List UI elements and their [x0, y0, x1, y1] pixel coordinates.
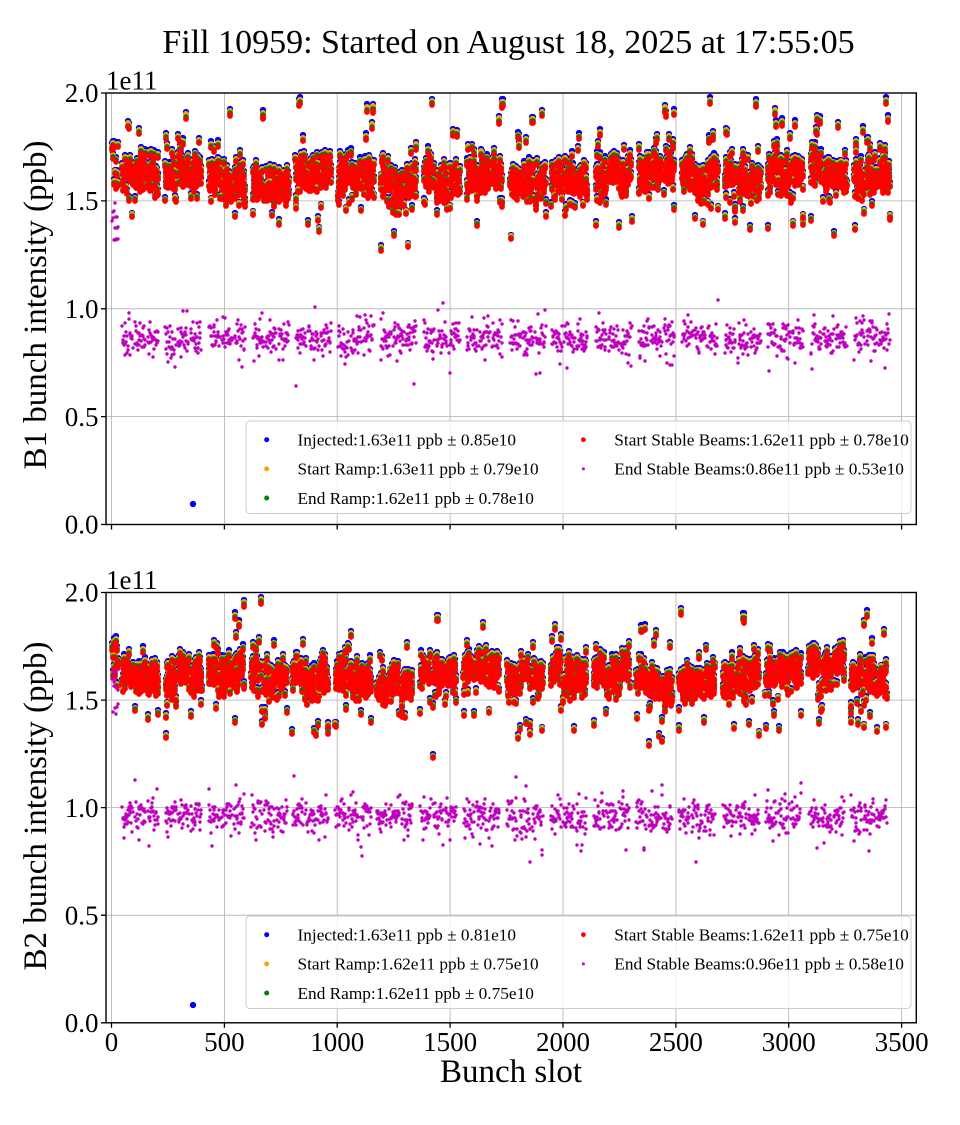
svg-text:End Stable Beams:0.86e11 ppb ±: End Stable Beams:0.86e11 ppb ± 0.53e10	[614, 460, 904, 479]
svg-text:0.0: 0.0	[65, 510, 99, 540]
svg-text:1.5: 1.5	[65, 186, 99, 216]
svg-text:B1 bunch intensity (ppb): B1 bunch intensity (ppb)	[18, 140, 54, 469]
svg-text:Start Stable Beams:1.62e11 ppb: Start Stable Beams:1.62e11 ppb ± 0.75e10	[614, 926, 908, 945]
svg-text:0.5: 0.5	[65, 900, 99, 930]
svg-text:2000: 2000	[536, 1027, 590, 1057]
svg-text:1e11: 1e11	[106, 66, 157, 96]
svg-text:1500: 1500	[423, 1027, 477, 1057]
svg-text:Fill 10959: Started on August: Fill 10959: Started on August 18, 2025 a…	[162, 24, 854, 61]
svg-text:Start Ramp:1.63e11 ppb ± 0.79e: Start Ramp:1.63e11 ppb ± 0.79e10	[298, 460, 539, 479]
svg-text:3500: 3500	[875, 1027, 929, 1057]
svg-text:Bunch slot: Bunch slot	[440, 1054, 582, 1090]
svg-text:0: 0	[105, 1027, 119, 1057]
svg-text:1.0: 1.0	[65, 793, 99, 823]
svg-text:End Ramp:1.62e11 ppb ± 0.78e10: End Ramp:1.62e11 ppb ± 0.78e10	[298, 489, 534, 508]
svg-text:Injected:1.63e11 ppb ± 0.81e10: Injected:1.63e11 ppb ± 0.81e10	[298, 926, 517, 945]
svg-text:2.0: 2.0	[65, 578, 99, 608]
svg-text:1e11: 1e11	[106, 565, 157, 595]
svg-text:1.0: 1.0	[65, 294, 99, 324]
svg-text:End Stable Beams:0.96e11 ppb ±: End Stable Beams:0.96e11 ppb ± 0.58e10	[614, 955, 904, 974]
svg-text:0.0: 0.0	[65, 1008, 99, 1038]
svg-text:Start Stable Beams:1.62e11 ppb: Start Stable Beams:1.62e11 ppb ± 0.78e10	[614, 431, 908, 450]
svg-text:2500: 2500	[649, 1027, 703, 1057]
svg-text:1.5: 1.5	[65, 685, 99, 715]
svg-text:0.5: 0.5	[65, 402, 99, 432]
svg-text:2.0: 2.0	[65, 78, 99, 108]
svg-text:1000: 1000	[310, 1027, 364, 1057]
svg-text:Injected:1.63e11 ppb ± 0.85e10: Injected:1.63e11 ppb ± 0.85e10	[298, 431, 517, 450]
svg-text:Start Ramp:1.62e11 ppb ± 0.75e: Start Ramp:1.62e11 ppb ± 0.75e10	[298, 955, 539, 974]
svg-text:End Ramp:1.62e11 ppb ± 0.75e10: End Ramp:1.62e11 ppb ± 0.75e10	[298, 984, 534, 1003]
svg-text:B2 bunch intensity (ppb): B2 bunch intensity (ppb)	[18, 641, 54, 970]
svg-text:3000: 3000	[762, 1027, 816, 1057]
svg-text:500: 500	[204, 1027, 245, 1057]
